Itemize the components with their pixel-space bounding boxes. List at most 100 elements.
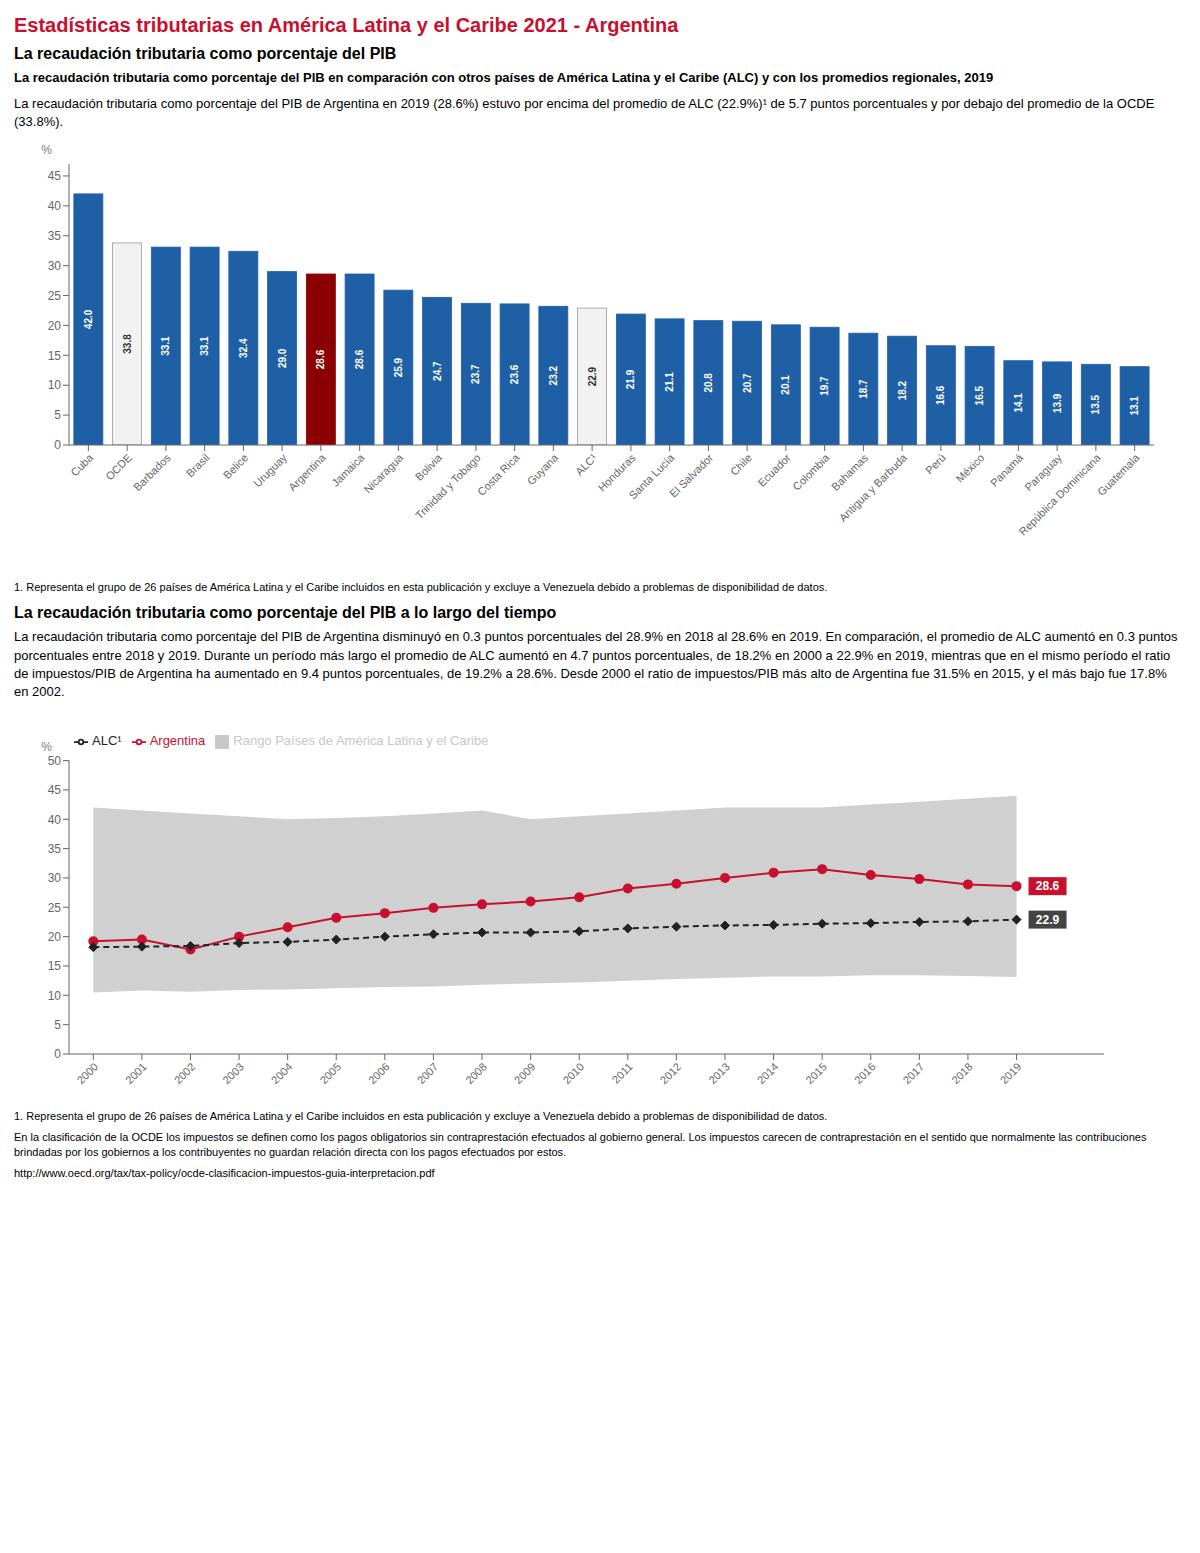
svg-text:50: 50 [48,754,62,768]
svg-text:Trinidad y Tobago: Trinidad y Tobago [413,451,483,521]
svg-text:2007: 2007 [415,1061,441,1087]
svg-text:Brasil: Brasil [184,451,212,479]
svg-text:42.0: 42.0 [83,309,94,329]
svg-text:Guatemala: Guatemala [1095,450,1142,497]
svg-text:20.8: 20.8 [703,372,714,392]
svg-text:21.1: 21.1 [664,371,675,391]
html-text:La recaudación tributaria como: La recaudación tributaria como porcentaj… [14,629,1178,699]
svg-text:45: 45 [48,169,62,183]
svg-text:Panamá: Panamá [988,450,1026,488]
svg-text:Perú: Perú [923,451,948,476]
svg-text:2001: 2001 [123,1061,149,1087]
svg-text:40: 40 [48,199,62,213]
svg-text:28.6: 28.6 [1036,879,1060,893]
svg-text:2009: 2009 [512,1061,538,1087]
svg-text:28.6: 28.6 [315,349,326,369]
svg-text:23.6: 23.6 [509,364,520,384]
svg-text:Ecuador: Ecuador [755,451,793,489]
svg-text:14.1: 14.1 [1013,392,1024,412]
svg-text:Guyana: Guyana [525,450,561,486]
svg-text:Antigua y Barbuda: Antigua y Barbuda [837,450,910,523]
svg-text:18.7: 18.7 [858,378,869,398]
svg-text:22.9: 22.9 [1036,913,1060,927]
svg-text:2005: 2005 [317,1061,343,1087]
svg-text:2016: 2016 [852,1061,878,1087]
svg-text:2013: 2013 [706,1061,732,1087]
svg-text:23.7: 23.7 [470,364,481,384]
svg-text:2006: 2006 [366,1061,392,1087]
svg-text:Costa Rica: Costa Rica [475,450,522,497]
svg-text:5: 5 [54,1018,61,1032]
svg-text:40: 40 [48,813,62,827]
svg-text:30: 30 [48,871,62,885]
svg-text:15: 15 [48,959,62,973]
svg-text:10: 10 [48,378,62,392]
svg-text:33.1: 33.1 [160,335,171,355]
svg-text:Cuba: Cuba [68,450,96,478]
svg-text:33.8: 33.8 [122,333,133,353]
svg-text:2008: 2008 [463,1061,489,1087]
svg-text:5: 5 [54,408,61,422]
svg-text:13.1: 13.1 [1129,395,1140,415]
svg-text:Colombia: Colombia [790,450,832,492]
svg-text:Chile: Chile [728,451,754,477]
svg-text:45: 45 [48,783,62,797]
svg-text:OCDE: OCDE [103,451,134,482]
svg-text:28.6: 28.6 [354,349,365,369]
svg-text:22.9: 22.9 [587,366,598,386]
svg-text:Jamaica: Jamaica [329,450,367,488]
svg-text:Barbados: Barbados [131,451,173,493]
svg-text:25: 25 [48,288,62,302]
svg-text:2000: 2000 [74,1061,100,1087]
svg-text:2011: 2011 [610,1061,635,1086]
svg-text:2019: 2019 [998,1061,1024,1087]
svg-text:13.9: 13.9 [1052,393,1063,413]
svg-text:Santa Lucía: Santa Lucía [626,451,677,501]
svg-text:2010: 2010 [560,1061,586,1087]
svg-text:20.7: 20.7 [742,373,753,393]
svg-text:32.4: 32.4 [238,338,249,358]
svg-text:Uruguay: Uruguay [251,451,289,489]
svg-text:20.1: 20.1 [780,374,791,394]
svg-text:29.0: 29.0 [277,348,288,368]
svg-text:México: México [953,451,986,484]
svg-text:El Salvador: El Salvador [667,451,715,499]
svg-text:2018: 2018 [949,1061,975,1087]
svg-text:30: 30 [48,258,62,272]
svg-text:20: 20 [48,930,62,944]
svg-text:2004: 2004 [269,1061,295,1087]
svg-text:35: 35 [48,229,62,243]
svg-text:Argentina: Argentina [286,450,328,492]
svg-text:%: % [41,740,52,754]
svg-text:0: 0 [54,1047,61,1061]
svg-text:19.7: 19.7 [819,376,830,396]
svg-text:24.7: 24.7 [432,361,443,381]
svg-text:Nicaragua: Nicaragua [361,450,406,495]
svg-text:Bolivia: Bolivia [413,450,445,482]
svg-text:25: 25 [48,901,62,915]
svg-text:0: 0 [54,438,61,452]
svg-text:25.9: 25.9 [393,357,404,377]
svg-text:16.5: 16.5 [974,385,985,405]
svg-text:23.2: 23.2 [548,365,559,385]
svg-text:15: 15 [48,348,62,362]
svg-text:Belice: Belice [221,451,251,481]
svg-text:10: 10 [48,989,62,1003]
svg-text:2003: 2003 [220,1061,246,1087]
svg-text:2015: 2015 [803,1061,829,1087]
svg-text:2017: 2017 [900,1061,926,1087]
svg-text:Honduras: Honduras [595,451,638,494]
svg-text:2012: 2012 [658,1061,684,1087]
svg-text:18.2: 18.2 [897,380,908,400]
svg-text:16.6: 16.6 [935,385,946,405]
svg-text:33.1: 33.1 [199,335,210,355]
svg-text:35: 35 [48,842,62,856]
svg-text:%: % [41,143,52,157]
svg-text:21.9: 21.9 [625,369,636,389]
svg-text:20: 20 [48,318,62,332]
svg-text:13.5: 13.5 [1090,394,1101,414]
svg-text:ALC¹: ALC¹ [573,451,599,477]
svg-text:2002: 2002 [172,1061,198,1087]
svg-text:República Dominicana: República Dominicana [1017,450,1104,537]
svg-text:2014: 2014 [755,1061,781,1087]
